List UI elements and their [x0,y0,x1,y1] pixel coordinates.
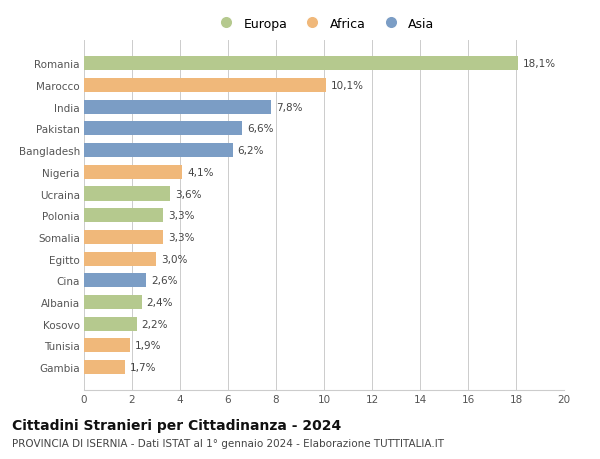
Text: 3,3%: 3,3% [168,211,194,221]
Text: 1,9%: 1,9% [134,341,161,351]
Text: 7,8%: 7,8% [276,102,302,112]
Text: PROVINCIA DI ISERNIA - Dati ISTAT al 1° gennaio 2024 - Elaborazione TUTTITALIA.I: PROVINCIA DI ISERNIA - Dati ISTAT al 1° … [12,438,444,448]
Text: Cittadini Stranieri per Cittadinanza - 2024: Cittadini Stranieri per Cittadinanza - 2… [12,418,341,431]
Bar [84,274,146,288]
Bar [84,339,130,353]
Text: 3,3%: 3,3% [168,232,194,242]
Bar [84,187,170,201]
Text: 3,0%: 3,0% [161,254,187,264]
Text: 10,1%: 10,1% [331,81,364,91]
Bar [84,122,242,136]
Text: 6,2%: 6,2% [238,146,264,156]
Text: 3,6%: 3,6% [175,189,202,199]
Text: 18,1%: 18,1% [523,59,556,69]
Text: 6,6%: 6,6% [247,124,274,134]
Text: 2,2%: 2,2% [142,319,168,329]
Bar [84,360,125,374]
Text: 2,6%: 2,6% [151,276,178,285]
Bar [84,165,182,179]
Text: 1,7%: 1,7% [130,362,156,372]
Bar [84,144,233,158]
Text: 4,1%: 4,1% [187,168,214,178]
Bar [84,295,142,309]
Bar [84,101,271,115]
Bar [84,252,156,266]
Legend: Europa, Africa, Asia: Europa, Africa, Asia [209,13,439,36]
Bar [84,230,163,244]
Bar [84,209,163,223]
Bar [84,57,518,71]
Bar [84,79,326,93]
Bar [84,317,137,331]
Text: 2,4%: 2,4% [146,297,173,308]
